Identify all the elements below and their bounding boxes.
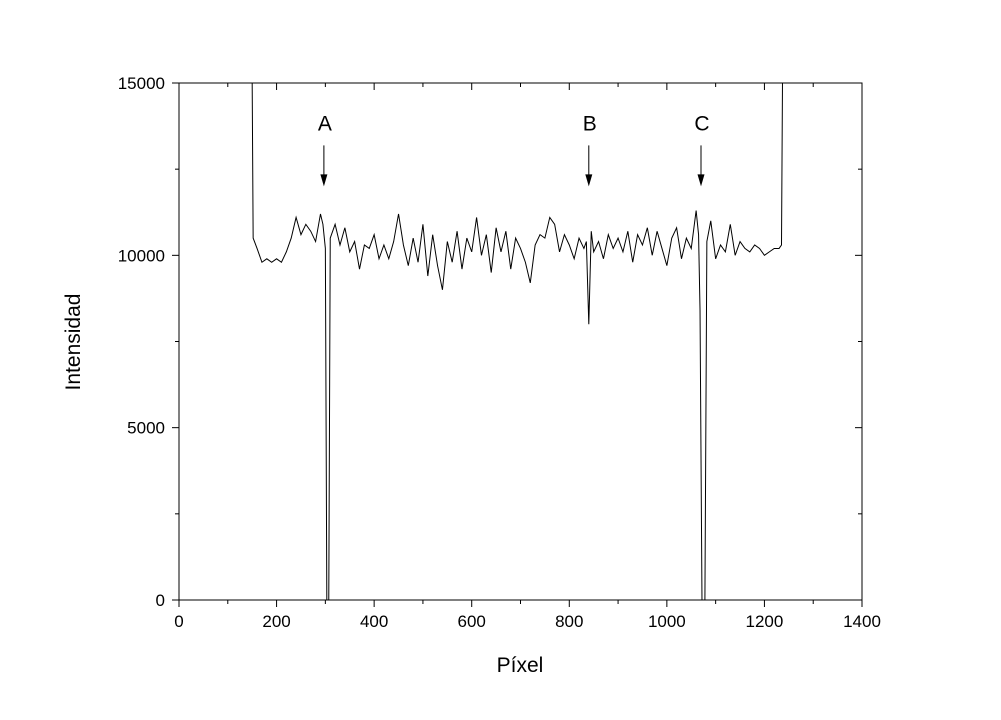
- annotation-arrowhead: [697, 174, 705, 187]
- annotation-arrowhead: [585, 174, 593, 187]
- x-tick-label: 800: [555, 612, 583, 631]
- x-tick-label: 1400: [843, 612, 881, 631]
- annotation-label: A: [318, 112, 332, 135]
- plot-frame: [178, 82, 863, 601]
- plot-area: [251, 83, 783, 600]
- y-axis-label: Intensidad: [62, 294, 85, 391]
- y-tick-label: 15000: [118, 74, 165, 93]
- x-axis-label: Píxel: [497, 654, 544, 677]
- x-tick-label: 600: [458, 612, 486, 631]
- x-tick-label: 0: [174, 612, 183, 631]
- x-tick-label: 1000: [648, 612, 686, 631]
- annotation-label: B: [583, 112, 597, 135]
- data-line: [251, 83, 783, 600]
- x-tick-label: 400: [360, 612, 388, 631]
- y-tick-label: 0: [156, 591, 165, 610]
- y-tick-label: 5000: [127, 419, 165, 438]
- annotation-arrowhead: [320, 174, 328, 187]
- annotation-label: C: [694, 112, 709, 135]
- x-tick-label: 1200: [746, 612, 784, 631]
- x-tick-label: 200: [262, 612, 290, 631]
- y-tick-label: 10000: [118, 246, 165, 265]
